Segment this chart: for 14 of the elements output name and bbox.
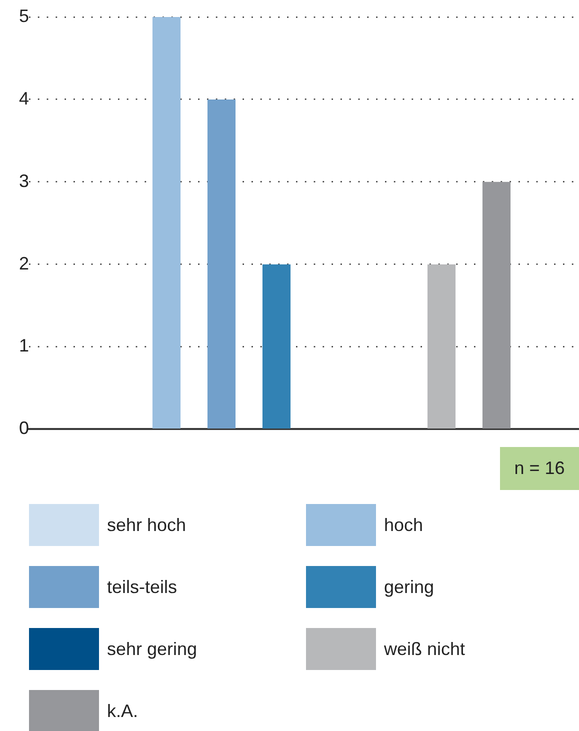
legend-label: gering (384, 576, 434, 598)
y-tick-label: 5 (18, 6, 29, 26)
legend-label: hoch (384, 514, 424, 536)
y-tick-label: 0 (18, 418, 29, 438)
legend-label: weiß nicht (384, 638, 466, 660)
legend-label: k.A. (107, 700, 138, 722)
legend-label: teils-teils (107, 576, 178, 598)
text: n = 16 (500, 447, 579, 490)
y-tick-label: 1 (18, 336, 29, 356)
legend-label: sehr hoch (107, 514, 186, 536)
y-tick-label: 3 (18, 170, 29, 191)
y-tick-label: 2 (18, 253, 29, 274)
legend-label: sehr gering (107, 638, 198, 660)
y-tick-label: 4 (18, 88, 29, 108)
